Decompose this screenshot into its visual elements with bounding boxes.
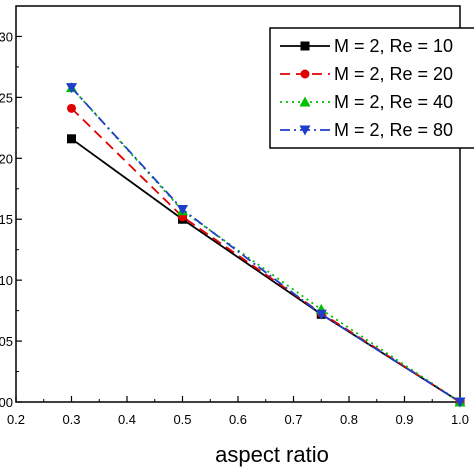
legend-label: M = 2, Re = 40 <box>334 92 453 112</box>
x-tick-label: 0.7 <box>284 412 302 427</box>
y-tick-label: 25 <box>0 90 13 105</box>
y-tick-label: 20 <box>0 151 13 166</box>
series-layer <box>66 82 466 408</box>
y-tick-label: 30 <box>0 29 13 44</box>
x-tick-label: 0.2 <box>7 412 25 427</box>
legend-label: M = 2, Re = 20 <box>334 64 453 84</box>
legend-label: M = 2, Re = 10 <box>334 36 453 56</box>
x-tick-label: 0.5 <box>173 412 191 427</box>
legend-marker <box>300 41 310 51</box>
legend-item: M = 2, Re = 10 <box>280 36 453 56</box>
legend-marker <box>299 125 311 136</box>
x-tick-label: 0.8 <box>340 412 358 427</box>
x-tick-label: 0.9 <box>395 412 413 427</box>
legend-label: M = 2, Re = 80 <box>334 120 453 140</box>
series-line <box>70 87 461 403</box>
y-tick-label: 15 <box>0 212 13 227</box>
x-tick-label: 1.0 <box>451 412 469 427</box>
y-tick-label: 00 <box>0 395 13 410</box>
data-point <box>177 204 188 215</box>
legend: M = 2, Re = 10 M = 2, Re = 20 M = 2, Re = … <box>269 27 474 149</box>
x-tick-label: 0.3 <box>62 412 80 427</box>
data-point <box>66 83 77 94</box>
x-tick-label: 0.4 <box>118 412 136 427</box>
series-4 <box>66 83 466 408</box>
y-tick-label: 05 <box>0 334 13 349</box>
data-point <box>454 397 466 408</box>
legend-item: M = 2, Re = 80 <box>280 120 453 140</box>
legend-item: M = 2, Re = 40 <box>280 92 453 112</box>
ticks: 0.2 0.3 0.4 0.5 0.6 0.7 0.8 0.9 1.0 00 05 10 15 20 25 3… <box>0 29 469 427</box>
data-point <box>67 134 76 144</box>
x-tick-label: 0.6 <box>229 412 247 427</box>
y-tick-label: 10 <box>0 273 13 288</box>
legend-marker <box>300 69 310 79</box>
data-point <box>315 309 327 320</box>
data-point <box>67 103 76 113</box>
legend-item: M = 2, Re = 20 <box>280 64 453 84</box>
legend-marker <box>299 96 311 107</box>
x-axis-label: aspect ratio <box>215 442 329 467</box>
